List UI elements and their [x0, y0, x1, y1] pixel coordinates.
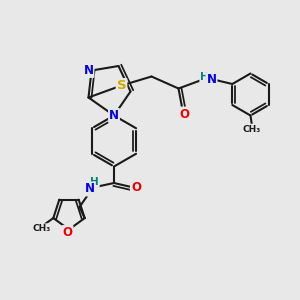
Text: S: S — [117, 79, 126, 92]
Text: CH₃: CH₃ — [243, 124, 261, 134]
Text: CH₃: CH₃ — [32, 224, 50, 233]
Text: O: O — [179, 107, 190, 121]
Text: H: H — [200, 71, 209, 82]
Text: N: N — [84, 182, 94, 196]
Text: H: H — [90, 177, 99, 187]
Text: N: N — [206, 73, 217, 86]
Text: O: O — [131, 181, 141, 194]
Text: O: O — [62, 226, 73, 239]
Text: N: N — [109, 109, 119, 122]
Text: N: N — [83, 64, 94, 77]
